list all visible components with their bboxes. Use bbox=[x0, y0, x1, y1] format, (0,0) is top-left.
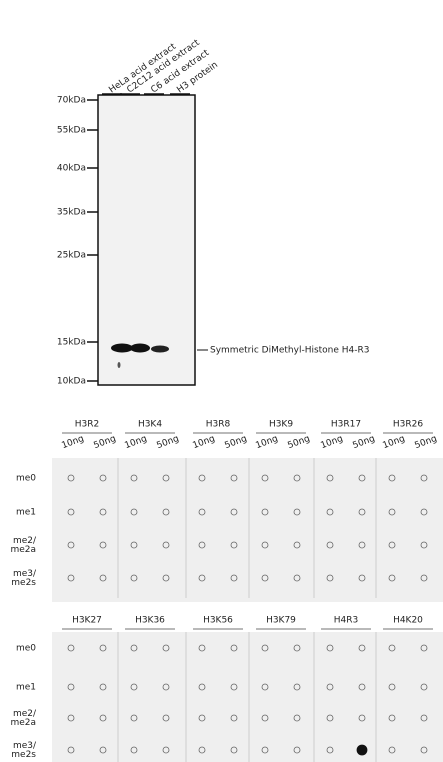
marker-label: 70kDa bbox=[57, 96, 86, 106]
marker-label: 10kDa bbox=[57, 377, 86, 387]
amount-label: 50ng bbox=[413, 434, 438, 451]
group-label: H3K9 bbox=[269, 420, 293, 430]
amount-label: 50ng bbox=[155, 434, 180, 451]
row-label: me1 bbox=[16, 683, 36, 693]
row-label: me2a bbox=[10, 718, 36, 728]
row-label: me2a bbox=[10, 545, 36, 555]
marker-label: 25kDa bbox=[57, 251, 86, 261]
amount-label: 10ng bbox=[123, 434, 148, 451]
group-label: H3R2 bbox=[75, 420, 99, 430]
amount-label: 10ng bbox=[319, 434, 344, 451]
amount-label: 50ng bbox=[223, 434, 248, 451]
row-label: me1 bbox=[16, 508, 36, 518]
amount-label: 50ng bbox=[92, 434, 117, 451]
group-label: H3R17 bbox=[331, 420, 361, 430]
row-label: me2s bbox=[11, 578, 36, 588]
dot-membrane bbox=[52, 632, 443, 762]
row-label: me0 bbox=[16, 474, 36, 484]
marker-label: 15kDa bbox=[57, 338, 86, 348]
group-label: H3R26 bbox=[393, 420, 423, 430]
band-label: Symmetric DiMethyl-Histone H4-R3 bbox=[210, 346, 370, 356]
figure: Symmetric DiMethyl-Histone H4-R3 HeLa ac… bbox=[0, 0, 443, 762]
group-label: H3K79 bbox=[266, 616, 296, 626]
amount-label: 10ng bbox=[191, 434, 216, 451]
marker-label: 55kDa bbox=[57, 126, 86, 136]
dot bbox=[357, 745, 367, 755]
row-label: me0 bbox=[16, 644, 36, 654]
marker-label: 35kDa bbox=[57, 208, 86, 218]
dot-membrane bbox=[52, 458, 443, 602]
group-label: H3K4 bbox=[138, 420, 162, 430]
group-label: H3K56 bbox=[203, 616, 233, 626]
row-label: me2s bbox=[11, 750, 36, 760]
amount-label: 10ng bbox=[254, 434, 279, 451]
group-label: H4R3 bbox=[334, 616, 358, 626]
amount-label: 50ng bbox=[351, 434, 376, 451]
group-label: H4K20 bbox=[393, 616, 423, 626]
amount-label: 10ng bbox=[381, 434, 406, 451]
blot-membrane bbox=[98, 95, 195, 385]
marker-label: 40kDa bbox=[57, 164, 86, 174]
group-label: H3R8 bbox=[206, 420, 231, 430]
group-label: H3K27 bbox=[72, 616, 102, 626]
amount-label: 10ng bbox=[60, 434, 85, 451]
amount-label: 50ng bbox=[286, 434, 311, 451]
group-label: H3K36 bbox=[135, 616, 165, 626]
